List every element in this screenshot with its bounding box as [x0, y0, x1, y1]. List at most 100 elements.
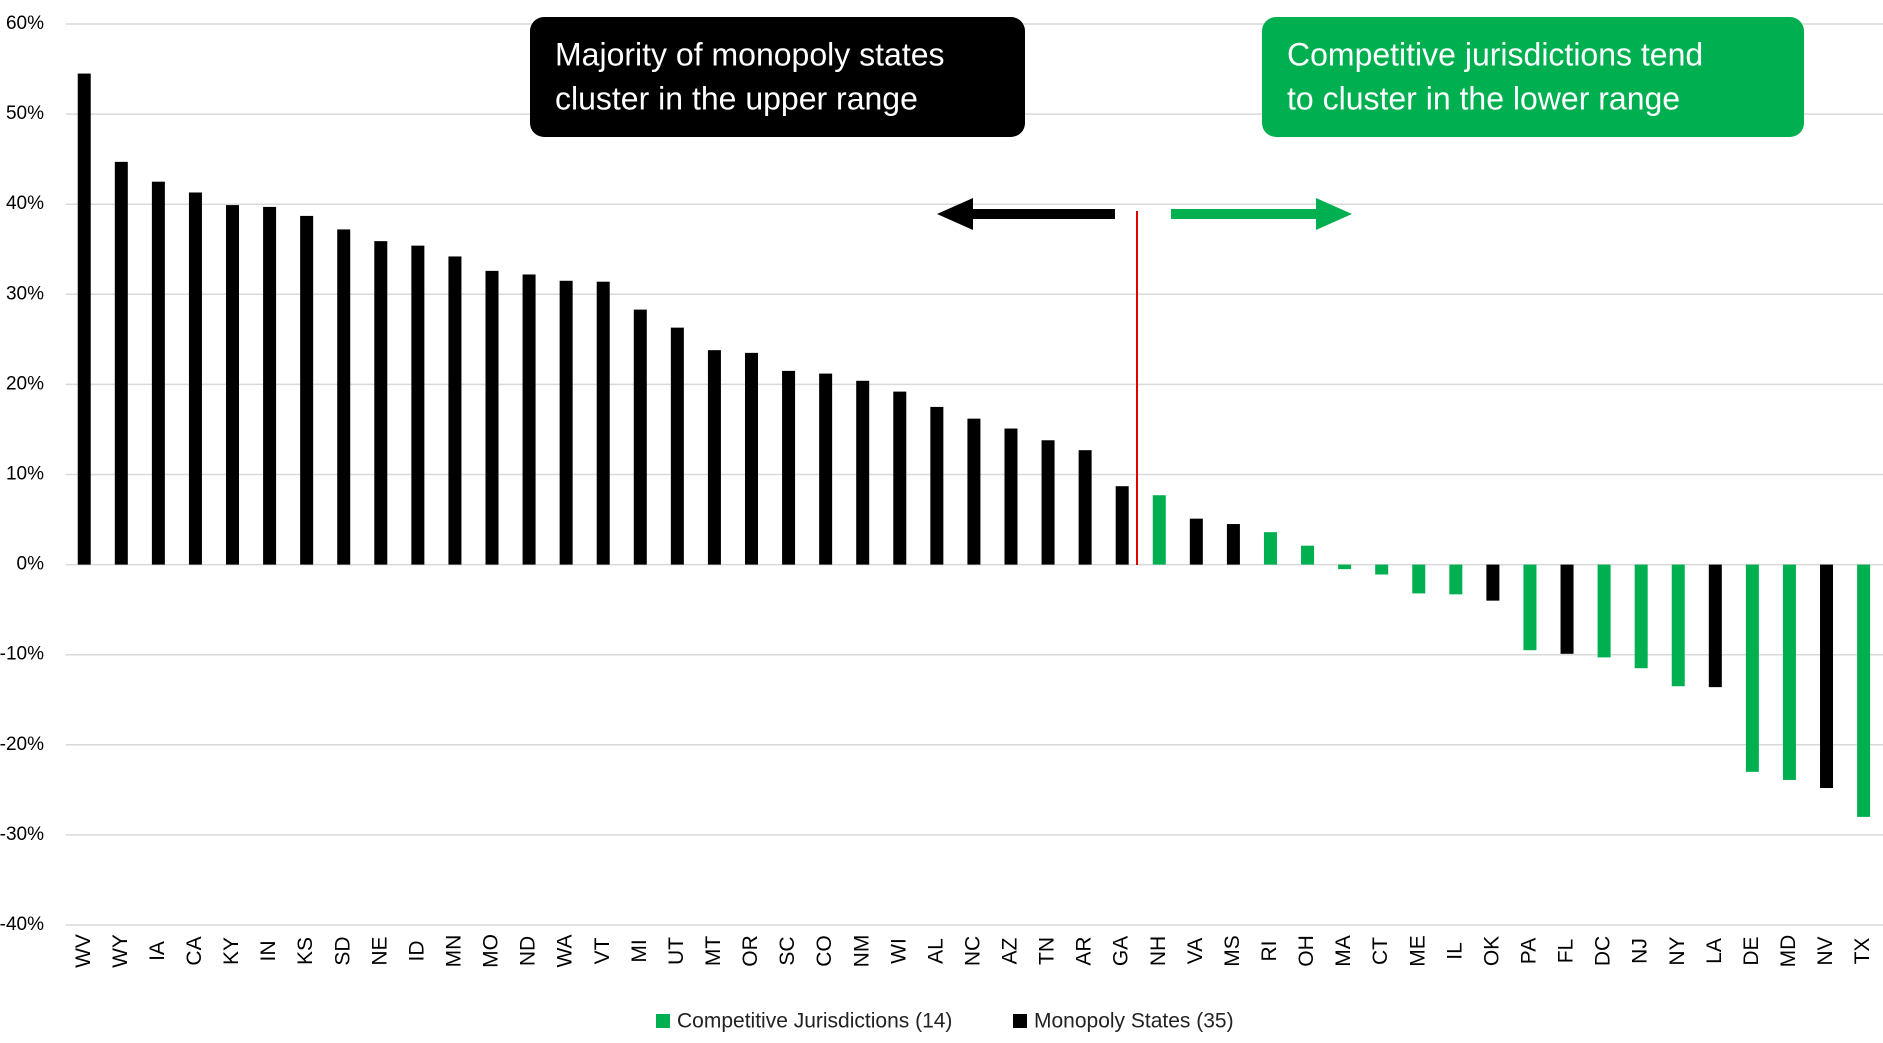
x-tick-label: MD — [1777, 935, 1800, 968]
bar — [1152, 495, 1166, 565]
x-tick-label: KS — [294, 937, 317, 965]
bar — [1597, 564, 1611, 658]
bar — [1078, 450, 1092, 565]
x-tick-label: ME — [1406, 935, 1429, 967]
bar — [1412, 564, 1426, 594]
bar — [1041, 440, 1055, 565]
annotation-text: Competitive jurisdictions tend — [1287, 36, 1703, 72]
bar — [226, 205, 240, 565]
x-tick-label: IL — [1443, 942, 1466, 960]
annotation-text: Majority of monopoly states — [555, 36, 945, 72]
bar — [151, 181, 165, 565]
bar — [1560, 564, 1574, 654]
x-tick-label: CA — [183, 936, 206, 965]
x-tick-label: IN — [257, 941, 280, 962]
x-tick-label: SC — [776, 936, 799, 965]
bar — [1820, 564, 1834, 789]
x-tick-label: WA — [554, 934, 577, 967]
bar — [1486, 564, 1500, 601]
x-tick-label: VA — [1184, 938, 1207, 964]
bar — [707, 350, 721, 565]
bar — [1671, 564, 1685, 687]
x-tick-label: FL — [1555, 939, 1578, 964]
x-tick-label: ID — [405, 941, 428, 962]
legend-swatch — [1013, 1014, 1027, 1028]
annotation-box — [1262, 17, 1804, 137]
legend-label: Competitive Jurisdictions (14) — [677, 1010, 952, 1033]
right-arrow — [1171, 198, 1352, 230]
x-tick-label: MT — [702, 936, 725, 966]
x-tick-label: MI — [628, 939, 651, 962]
annotation-text: to cluster in the lower range — [1287, 80, 1680, 116]
x-tick-label: WY — [109, 934, 132, 968]
bar — [1708, 564, 1722, 688]
bar — [188, 192, 202, 565]
x-tick-label: PA — [1518, 938, 1541, 964]
bar — [1115, 486, 1129, 565]
x-tick-label: RI — [1258, 941, 1281, 962]
x-tick-label: MN — [442, 935, 465, 968]
x-tick-label: LA — [1703, 938, 1726, 964]
x-tick-label: KY — [220, 937, 243, 965]
x-tick-label: OR — [739, 935, 762, 967]
y-tick-label: 30% — [6, 283, 44, 304]
x-tick-label: NE — [368, 936, 391, 965]
y-tick-label: 10% — [6, 464, 44, 485]
x-tick-label: OK — [1480, 936, 1503, 966]
x-tick-label: CO — [813, 935, 836, 967]
y-tick-label: 60% — [6, 13, 44, 34]
bar — [114, 161, 128, 565]
left-arrow — [937, 198, 1115, 230]
x-tick-label: NJ — [1629, 938, 1652, 964]
bar — [930, 406, 944, 565]
y-tick-label: -20% — [0, 734, 44, 755]
bar — [448, 256, 462, 565]
bar — [1857, 564, 1871, 817]
legend-label: Monopoly States (35) — [1034, 1010, 1234, 1033]
x-tick-label: MS — [1221, 935, 1244, 967]
x-tick-label: MA — [1332, 935, 1355, 967]
x-tick-label: UT — [665, 937, 688, 965]
bar — [411, 245, 425, 565]
x-tick-label: NY — [1666, 936, 1689, 965]
x-tick-label: MO — [480, 934, 503, 968]
x-tick-label: AZ — [999, 937, 1022, 964]
bar — [559, 280, 573, 565]
bar — [263, 206, 277, 565]
bar — [1449, 564, 1463, 595]
bar — [1226, 524, 1240, 565]
bar — [670, 327, 684, 565]
bar — [1745, 564, 1759, 772]
bar — [1523, 564, 1537, 651]
x-tick-label: NC — [961, 936, 984, 966]
x-tick-label: TN — [1036, 937, 1059, 965]
x-tick-label: NV — [1814, 936, 1837, 965]
y-tick-label: 50% — [6, 103, 44, 124]
bars — [77, 73, 1871, 817]
bar — [1375, 564, 1389, 575]
x-tick-label: DC — [1592, 936, 1615, 966]
bar — [967, 418, 981, 565]
annotation-box — [530, 17, 1025, 137]
bar — [1301, 545, 1315, 565]
bar — [782, 370, 796, 565]
y-tick-label: 0% — [17, 554, 45, 575]
x-tick-label: GA — [1110, 936, 1133, 966]
x-tick-label: NH — [1147, 936, 1170, 966]
y-tick-label: -40% — [0, 914, 44, 935]
bar — [1004, 428, 1018, 565]
bar — [1189, 518, 1203, 565]
x-tick-label: VT — [591, 937, 614, 964]
y-tick-label: -10% — [0, 644, 44, 665]
legend-swatch — [656, 1014, 670, 1028]
y-tick-label: 20% — [6, 373, 44, 394]
bar — [633, 309, 647, 565]
annotation-text: cluster in the upper range — [555, 80, 918, 116]
x-tick-label: AR — [1073, 936, 1096, 965]
x-tick-label: SD — [331, 936, 354, 965]
bar — [596, 281, 610, 565]
x-tick-label: CT — [1369, 937, 1392, 965]
bar — [337, 229, 351, 565]
bar — [374, 241, 388, 565]
bar — [485, 270, 499, 565]
